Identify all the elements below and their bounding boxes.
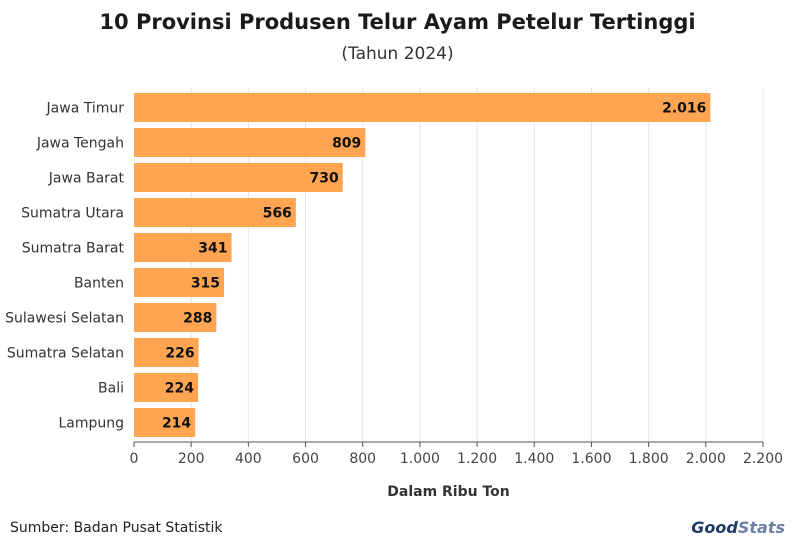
bar — [134, 338, 199, 367]
x-tick-label: 0 — [130, 451, 139, 467]
category-label: Sumatra Utara — [21, 206, 124, 222]
data-label: 224 — [165, 381, 194, 397]
category-label: Jawa Barat — [48, 171, 125, 187]
x-tick-label: 600 — [292, 451, 319, 467]
bar — [134, 373, 199, 402]
x-tick-label: 800 — [349, 451, 376, 467]
category-label: Bali — [98, 381, 124, 397]
data-label: 566 — [263, 206, 292, 222]
category-label: Jawa Timur — [46, 101, 125, 117]
category-label: Jawa Tengah — [36, 136, 124, 152]
x-tick-label: 1.200 — [457, 451, 497, 467]
data-label: 226 — [165, 346, 194, 362]
chart-subtitle: (Tahun 2024) — [341, 44, 454, 64]
category-label: Banten — [74, 276, 124, 292]
chart-title: 10 Provinsi Produsen Telur Ayam Petelur … — [99, 10, 696, 34]
x-tick-label: 2.200 — [743, 451, 783, 467]
category-label: Sumatra Selatan — [7, 346, 124, 362]
data-label: 730 — [309, 171, 338, 187]
data-label: 315 — [191, 276, 220, 292]
source-note: Sumber: Badan Pusat Statistik — [10, 520, 223, 536]
bar — [134, 408, 196, 437]
x-tick-label: 2.000 — [686, 451, 726, 467]
bar — [134, 128, 366, 157]
x-tick-label: 200 — [178, 451, 205, 467]
bar — [134, 93, 711, 122]
bar — [134, 198, 296, 227]
data-label: 214 — [162, 416, 191, 432]
data-label: 341 — [198, 241, 227, 257]
x-tick-label: 400 — [235, 451, 262, 467]
bar — [134, 233, 232, 262]
brand-logo-part1: Good — [691, 518, 738, 537]
brand-logo-part2: Stats — [737, 518, 785, 537]
bar — [134, 268, 225, 297]
data-label: 2.016 — [662, 101, 706, 117]
data-label: 809 — [332, 136, 361, 152]
brand-logo: GoodStats — [691, 518, 785, 537]
bar — [134, 303, 217, 332]
x-tick-label: 1.000 — [400, 451, 440, 467]
category-label: Lampung — [58, 416, 124, 432]
category-label: Sulawesi Selatan — [5, 311, 124, 327]
data-label: 288 — [183, 311, 212, 327]
x-tick-label: 1.800 — [629, 451, 669, 467]
x-tick-label: 1.600 — [571, 451, 611, 467]
category-label: Sumatra Barat — [22, 241, 125, 257]
x-tick-label: 1.400 — [514, 451, 554, 467]
x-axis-title: Dalam Ribu Ton — [387, 484, 510, 500]
bar — [134, 163, 343, 192]
